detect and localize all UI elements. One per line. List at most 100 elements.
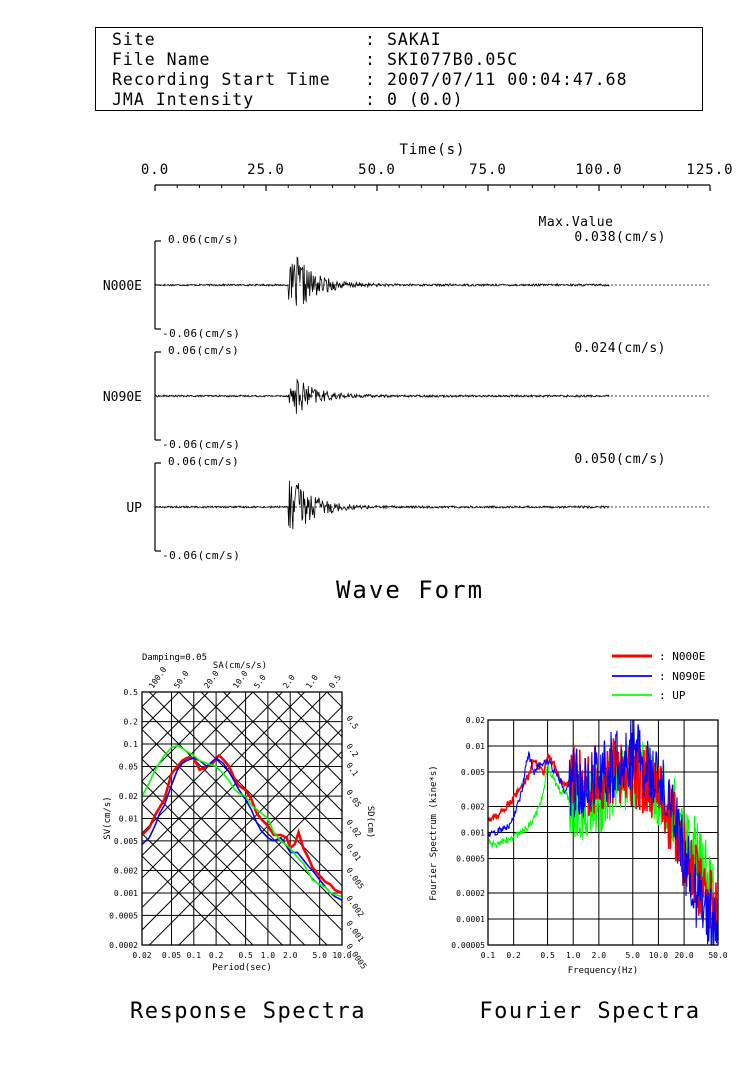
response-y-tick-label: 0.02 — [119, 792, 138, 801]
fourier-y-tick-label: 0.005 — [461, 768, 485, 777]
fourier-y-tick-label: 0.00005 — [451, 941, 485, 950]
trace-component-label: UP — [126, 501, 142, 516]
response-y-tick-label: 0.0002 — [109, 941, 138, 950]
response-sd-axis-title: SD(cm) — [365, 806, 375, 839]
response-sd-diagonal — [142, 758, 328, 945]
response-spectra-title: Response Spectra — [130, 999, 366, 1024]
trace-top-limit-label: 0.06(cm/s) — [168, 233, 239, 246]
response-sa-tick-label: 0.5 — [327, 673, 343, 690]
fourier-x-tick-label: 0.5 — [540, 951, 555, 960]
info-label: JMA Intensity — [112, 90, 255, 109]
response-y-tick-label: 0.002 — [114, 867, 138, 876]
trace-component-label: N000E — [103, 279, 142, 294]
response-sd-tick-label: 0.002 — [344, 894, 365, 919]
legend-entry-label: : N000E — [659, 650, 705, 663]
response-sd-diagonal — [274, 692, 342, 760]
response-sd-diagonal — [142, 781, 306, 945]
fourier-x-tick-label: 1.0 — [566, 951, 581, 960]
response-sd-tick-label: 0.1 — [344, 761, 360, 778]
fourier-frame — [487, 719, 719, 946]
trace-max-value: 0.050(cm/s) — [574, 452, 666, 467]
response-y-tick-label: 0.005 — [114, 837, 138, 846]
response-y-tick-label: 0.01 — [119, 815, 138, 824]
response-frame — [141, 691, 343, 946]
response-series-line — [142, 744, 342, 898]
response-x-tick-label: 1.0 — [261, 951, 276, 960]
response-x-tick-label: 2.0 — [283, 951, 298, 960]
info-colon: : — [365, 50, 376, 69]
response-sd-tick-label: 0.005 — [344, 866, 365, 891]
wave-form-title: Wave Form — [336, 576, 484, 604]
response-y-tick-label: 0.2 — [124, 718, 139, 727]
response-y-tick-label: 0.0005 — [109, 911, 138, 920]
response-sd-diagonal — [142, 729, 342, 931]
trace-top-limit-label: 0.06(cm/s) — [168, 455, 239, 468]
info-value: SAKAI — [387, 30, 442, 49]
response-sd-diagonal — [222, 692, 342, 812]
response-y-tick-label: 0.05 — [119, 762, 138, 771]
response-x-tick-label: 10.0 — [332, 951, 351, 960]
response-y-axis-title: SV(cm/s) — [103, 796, 113, 839]
response-sd-diagonal — [200, 692, 342, 834]
trace-bottom-limit-label: -0.06(cm/s) — [162, 327, 240, 340]
fourier-x-tick-label: 5.0 — [626, 951, 641, 960]
response-sd-tick-label: 0.001 — [344, 919, 365, 944]
response-sd-diagonal — [148, 692, 342, 886]
trace-waveform-line — [154, 256, 610, 306]
info-value: SKI077B0.05C — [387, 50, 519, 69]
wave-x-tick-label: 0.0 — [141, 162, 169, 178]
info-box: Site : SAKAI File Name : SKI077B0.05C Re… — [95, 27, 703, 111]
response-sd-tick-label: 0.05 — [344, 788, 363, 809]
fourier-series-line — [488, 720, 718, 945]
wave-x-tick-label: 50.0 — [358, 162, 396, 178]
fourier-x-tick-label: 20.0 — [674, 951, 693, 960]
response-sa-tick-label: 5.0 — [252, 673, 268, 690]
info-colon: : — [365, 90, 376, 109]
fourier-y-tick-label: 0.01 — [466, 742, 485, 751]
response-y-tick-label: 0.5 — [124, 688, 139, 697]
info-colon: : — [365, 70, 376, 89]
fourier-x-tick-label: 2.0 — [592, 951, 607, 960]
fourier-spectra-title: Fourier Spectra — [479, 999, 700, 1024]
response-sd-diagonal — [252, 692, 342, 782]
fourier-y-tick-label: 0.02 — [466, 716, 485, 725]
response-y-tick-label: 0.1 — [124, 740, 139, 749]
response-sd-diagonal — [296, 692, 342, 738]
fourier-y-axis-title: Fourier Spectrum (kine*s) — [429, 765, 439, 900]
response-sd-diagonal — [142, 855, 232, 945]
fourier-x-tick-label: 0.2 — [506, 951, 521, 960]
info-label: Recording Start Time — [112, 70, 331, 89]
response-sa-tick-label: 10.0 — [231, 669, 250, 690]
response-x-tick-label: 0.05 — [162, 951, 181, 960]
wave-x-axis-title: Time(s) — [399, 142, 465, 158]
fourier-series-line — [488, 738, 718, 938]
info-value: 0 (0.0) — [387, 90, 464, 109]
info-colon: : — [365, 30, 376, 49]
response-sd-tick-label: 0.02 — [344, 818, 363, 839]
response-damping-label: Damping=0.05 — [142, 653, 207, 663]
response-x-tick-label: 0.02 — [132, 951, 151, 960]
response-x-tick-label: 0.5 — [238, 951, 253, 960]
wave-x-tick-label: 125.0 — [686, 162, 733, 178]
fourier-plot-area — [488, 720, 718, 945]
response-x-tick-label: 0.1 — [187, 951, 202, 960]
response-sd-diagonal — [142, 803, 284, 945]
trace-component-label: N090E — [103, 390, 142, 405]
trace-bottom-limit-label: -0.06(cm/s) — [162, 549, 240, 562]
response-sd-tick-label: 0.5 — [344, 714, 360, 731]
response-series-line — [142, 756, 342, 901]
response-sa-diagonal — [142, 692, 328, 879]
response-sa-diagonal — [142, 692, 180, 730]
wave-x-tick-label: 75.0 — [469, 162, 507, 178]
trace-waveform-line — [154, 480, 610, 530]
response-plot-area — [142, 692, 342, 945]
fourier-x-tick-label: 50.0 — [708, 951, 727, 960]
trace-bottom-limit-label: -0.06(cm/s) — [162, 438, 240, 451]
trace-max-value: 0.038(cm/s) — [574, 230, 666, 245]
info-label: Site — [112, 30, 156, 49]
response-sa-axis-title: SA(cm/s/s) — [213, 661, 267, 671]
trace-max-value: 0.024(cm/s) — [574, 341, 666, 356]
fourier-y-tick-label: 0.002 — [461, 802, 485, 811]
response-x-axis-title: Period(sec) — [212, 963, 272, 973]
